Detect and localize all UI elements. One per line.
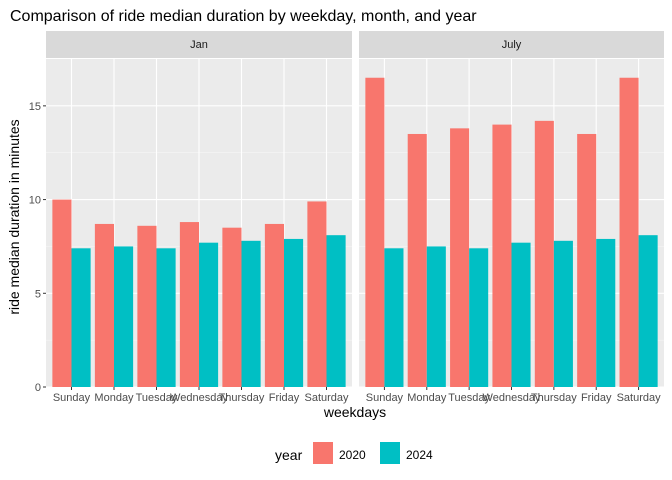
bar-july-2020-sunday	[365, 77, 385, 387]
bar-july-2020-monday	[407, 133, 427, 387]
facet-strip-label: July	[502, 39, 522, 51]
x-tick-label: Sunday	[53, 392, 91, 404]
bar-july-2020-tuesday	[450, 128, 470, 387]
x-tick-label: Sunday	[366, 392, 404, 404]
legend-key-2024	[380, 442, 400, 464]
bar-july-2024-tuesday	[469, 248, 489, 387]
x-tick-label: Wednesday	[170, 392, 228, 404]
bar-july-2020-wednesday	[492, 124, 512, 387]
facet-strip	[46, 31, 352, 58]
legend-label: 2024	[406, 448, 433, 462]
facet-strip	[359, 31, 664, 58]
bar-jan-2020-tuesday	[137, 225, 157, 387]
bar-jan-2024-saturday	[326, 235, 346, 387]
bar-jan-2020-sunday	[52, 199, 72, 387]
x-tick-label: Wednesday	[483, 392, 541, 404]
bar-july-2024-monday	[426, 246, 446, 387]
y-tick-label: 5	[35, 288, 41, 300]
bar-july-2024-wednesday	[511, 242, 531, 387]
panel-july: July Sunday Monday TuesdayWednesdayThursday…	[359, 31, 664, 404]
legend-label: 2020	[339, 448, 366, 462]
y-tick-label: 15	[29, 101, 41, 113]
x-tick-label: Saturday	[304, 392, 349, 404]
bar-jan-2024-friday	[284, 238, 304, 387]
bar-july-2020-friday	[577, 133, 597, 387]
x-tick-label: Saturday	[617, 392, 662, 404]
x-axis-title: weekdays	[323, 404, 386, 420]
y-tick-label: 10	[29, 195, 41, 207]
x-tick-label: Monday	[407, 392, 447, 404]
legend: year 2020 2024	[275, 442, 433, 464]
y-axis: 0 5 10 15	[29, 101, 46, 394]
facet-strip-label: Jan	[190, 39, 208, 51]
bar-july-2020-thursday	[534, 120, 554, 387]
chart-title: Comparison of ride median duration by we…	[10, 8, 477, 25]
bar-jan-2024-thursday	[241, 240, 261, 387]
bar-july-2024-friday	[596, 238, 616, 387]
y-tick-label: 0	[35, 382, 41, 394]
bar-jan-2024-sunday	[71, 248, 91, 387]
y-axis-title: ride median duration in minutes	[6, 119, 22, 314]
bar-july-2024-sunday	[384, 248, 404, 387]
bar-jan-2024-tuesday	[156, 248, 176, 387]
bar-jan-2020-monday	[94, 223, 114, 387]
bar-jan-2020-thursday	[222, 227, 242, 387]
legend-key-2020	[313, 442, 333, 464]
bar-jan-2024-wednesday	[199, 242, 219, 387]
x-tick-label: Tuesday	[136, 392, 178, 404]
x-tick-label: Tuesday	[448, 392, 490, 404]
bar-july-2020-saturday	[619, 77, 639, 387]
bar-jan-2020-friday	[264, 223, 284, 387]
x-tick-label: Monday	[94, 392, 134, 404]
bar-jan-2020-wednesday	[179, 222, 199, 387]
x-tick-label: Thursday	[531, 392, 577, 404]
x-tick-label: Friday	[269, 392, 300, 404]
x-tick-label: Thursday	[219, 392, 265, 404]
bar-jan-2024-monday	[114, 246, 134, 387]
bar-july-2024-thursday	[553, 240, 573, 387]
legend-title: year	[275, 447, 303, 463]
bar-jan-2020-saturday	[307, 201, 327, 387]
x-tick-label: Friday	[581, 392, 612, 404]
bar-july-2024-saturday	[638, 235, 658, 387]
